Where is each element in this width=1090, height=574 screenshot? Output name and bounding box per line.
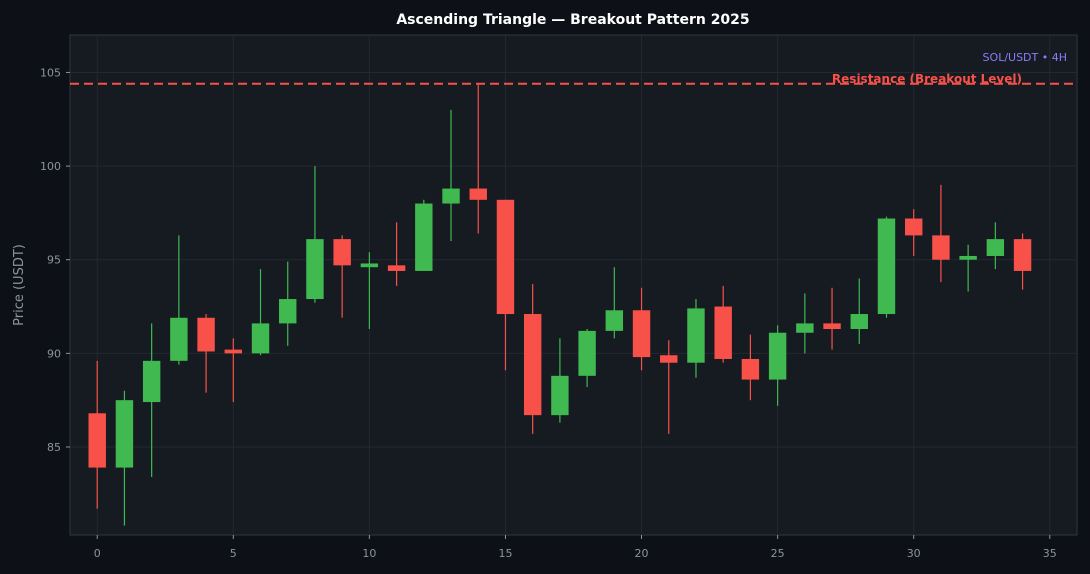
bearish-candle <box>523 284 542 434</box>
bearish-candle <box>932 184 950 283</box>
bearish-candle <box>660 340 678 434</box>
candle-body <box>279 299 297 324</box>
bearish-candle <box>714 285 732 363</box>
x-tick-label: 5 <box>230 547 237 560</box>
bullish-candle <box>578 329 596 388</box>
candle-body <box>469 188 487 200</box>
bullish-candle <box>850 278 868 344</box>
candle-body <box>986 239 1005 256</box>
candles <box>88 83 1032 526</box>
candle-body <box>442 188 460 204</box>
candle-body <box>197 317 215 352</box>
pair-timeframe-label: SOL/USDT • 4H <box>983 51 1067 64</box>
bearish-candle <box>823 287 841 350</box>
candle-body <box>959 255 977 260</box>
bearish-candle <box>197 314 215 393</box>
bearish-candle <box>496 199 515 371</box>
bullish-candle <box>442 109 460 241</box>
bullish-candle <box>279 261 297 346</box>
bullish-candle <box>251 269 270 356</box>
bearish-candle <box>1013 233 1032 290</box>
candle-body <box>605 310 624 331</box>
candle-body <box>632 310 651 358</box>
candle-body <box>877 218 896 315</box>
bullish-candle <box>877 216 896 318</box>
bullish-candle <box>142 323 161 477</box>
bullish-candle <box>796 293 814 354</box>
x-tick-label: 20 <box>635 547 649 560</box>
bearish-candle <box>469 83 487 234</box>
x-tick-label: 25 <box>771 547 785 560</box>
resistance-label: Resistance (Breakout Level) <box>832 72 1022 86</box>
y-tick-label: 105 <box>40 66 61 79</box>
candle-body <box>741 358 760 380</box>
candle-body <box>823 323 841 330</box>
y-tick-label: 90 <box>47 347 61 360</box>
candle-body <box>224 349 243 354</box>
candle-body <box>360 263 379 268</box>
bullish-candle <box>360 252 379 330</box>
bearish-candle <box>904 209 923 256</box>
candle-body <box>415 203 433 271</box>
y-axis-ticks: 85 90 95 100 105 <box>40 66 70 454</box>
bearish-candle <box>632 287 651 371</box>
x-tick-label: 15 <box>498 547 512 560</box>
bullish-candle <box>170 235 188 365</box>
y-tick-label: 85 <box>47 441 61 454</box>
x-tick-label: 30 <box>907 547 921 560</box>
bullish-candle <box>306 166 324 303</box>
x-tick-label: 0 <box>94 547 101 560</box>
candle-body <box>714 306 732 359</box>
candle-body <box>687 308 705 363</box>
x-tick-label: 35 <box>1043 547 1057 560</box>
bullish-candle <box>768 325 787 406</box>
candle-body <box>170 317 188 361</box>
x-axis-ticks: 0 5 10 15 20 25 30 35 <box>94 535 1057 560</box>
plot-area <box>69 34 1078 536</box>
candle-body <box>578 330 596 376</box>
candle-body <box>660 355 678 363</box>
candle-body <box>142 360 161 403</box>
x-tick-label: 10 <box>362 547 376 560</box>
candle-body <box>306 239 324 300</box>
bearish-candle <box>333 235 351 318</box>
bearish-candle <box>224 338 243 403</box>
candle-body <box>251 323 270 354</box>
candle-body <box>850 314 868 330</box>
candle-body <box>904 218 923 236</box>
candle-body <box>768 332 787 380</box>
candle-body <box>932 235 950 260</box>
bearish-candle <box>88 360 106 509</box>
bullish-candle <box>986 222 1005 270</box>
bullish-candle <box>415 199 433 271</box>
candle-body <box>796 323 814 333</box>
y-tick-label: 100 <box>40 160 61 173</box>
candle-body <box>115 400 134 468</box>
bullish-candle <box>605 267 624 339</box>
bullish-candle <box>115 390 134 526</box>
candle-body <box>551 375 569 416</box>
candle-body <box>1013 239 1032 271</box>
bullish-candle <box>687 299 705 378</box>
y-tick-label: 95 <box>47 254 61 267</box>
candle-body <box>333 239 351 266</box>
bullish-candle <box>959 244 977 292</box>
y-axis-label: Price (USDT) <box>12 244 27 326</box>
bearish-candle <box>387 222 406 286</box>
candle-body <box>523 314 542 416</box>
candle-body <box>496 199 515 315</box>
chart-title: Ascending Triangle — Breakout Pattern 20… <box>396 12 749 28</box>
candle-body <box>387 265 406 271</box>
bearish-candle <box>741 334 760 401</box>
candle-body <box>88 413 106 468</box>
bullish-candle <box>551 338 569 423</box>
